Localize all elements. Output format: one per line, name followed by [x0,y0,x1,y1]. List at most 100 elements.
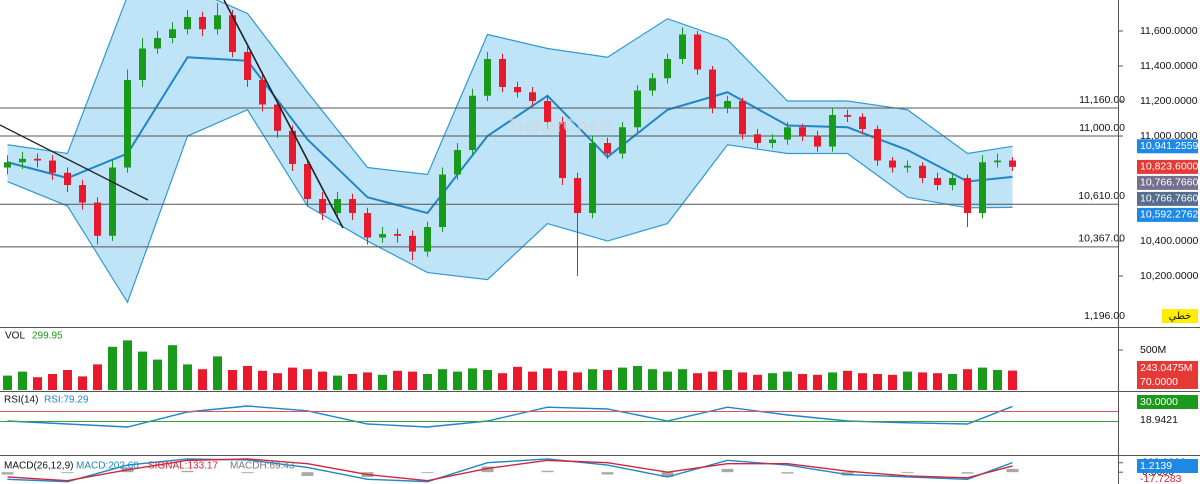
badge-label: 10,941.2559 [1140,140,1199,152]
volume-bar [468,368,477,390]
macd-histogram [841,472,854,476]
volume-bar [588,369,597,390]
volume-bar [738,372,747,390]
y-tick-label: 500M [1140,344,1166,356]
volume-bar [438,369,447,390]
y-tick-label: 11,400.0000 [1140,60,1198,72]
volume-bar [318,371,327,390]
mode-label[interactable]: خطي [1169,311,1192,322]
candle-body [169,29,176,38]
volume-bar [213,356,222,390]
candle-body [559,122,566,179]
candle-body [769,139,776,144]
y-tick-label: 11,200.0000 [1140,95,1198,107]
candle-body [664,58,671,79]
volume-bar [363,372,372,390]
volume-bar [1008,370,1017,390]
level-label: 10,610.00 [1078,190,1125,202]
watermark: TickerChart [507,116,613,137]
candle-body [19,158,26,163]
trend-line [223,0,344,229]
level-label: 11,160.00 [1079,94,1125,106]
volume-bar [948,374,957,390]
volume-bar [693,373,702,390]
volume-bar [708,371,717,390]
candle-body [634,90,641,128]
volume-bar [93,364,102,390]
candle-body [844,115,851,117]
value-badge [1137,395,1198,409]
volume-bar [798,374,807,390]
volume-bar [783,371,792,390]
macd-histogram [721,468,734,473]
volume-bar [918,372,927,390]
badge-label: 243.0475M [1140,362,1193,374]
volume-bar [573,372,582,390]
candle-body [499,58,506,88]
candle-body [919,165,926,179]
badge-label: -17.7283 [1140,473,1182,484]
volume-bar [528,371,537,390]
volume-bar [303,369,312,390]
candle-body [829,115,836,147]
badge-label: 1.2139 [1140,460,1172,472]
mode-badge[interactable] [1162,309,1198,323]
macd-histogram [541,470,554,473]
candle-body [469,95,476,151]
candle-body [889,160,896,168]
macd-header: MACD(26,12,9) [4,461,73,472]
macd-histogram [61,472,74,474]
footer-label: 1,196.00 [1084,310,1125,322]
badge-label: 30.0000 [1140,396,1178,408]
candle-body [109,167,116,236]
volume-bar [543,368,552,390]
candle-body [964,178,971,214]
volume-bar [273,373,282,390]
trend-line [0,124,149,201]
value-badge [1137,375,1198,389]
macd-histogram [241,472,254,474]
candle-body [424,227,431,252]
candle-body [259,79,266,105]
volume-bar [888,374,897,390]
volume-bar [858,373,867,390]
candle-body [739,101,746,135]
volume-bar [633,366,642,390]
macd-line [7,458,1013,483]
value-badge [1137,459,1198,473]
candle-body [814,136,821,147]
badge-label: 10,823.6000 [1140,161,1199,173]
candle-body [349,199,356,214]
candle-body [859,116,866,130]
volume-bar [648,369,657,390]
candle-body [604,143,611,154]
volume-bar [108,346,117,390]
volume-bar [123,340,132,390]
volume-bar [408,371,417,390]
candle-body [94,202,101,236]
candle-body [934,178,941,186]
volume-bar [48,374,57,390]
volume-bar [63,370,72,390]
macd-histogram [1006,468,1019,473]
candle-body [454,150,461,175]
candle-body [274,104,281,131]
volume-bar [243,366,252,390]
volume-bar [873,374,882,390]
band-lower [7,109,1013,304]
candle-body [319,199,326,214]
candle-body [619,127,626,154]
volume-bar [498,373,507,390]
volume-bar [153,359,162,390]
candle-body [904,165,911,168]
y-tick-label: 11,600.0000 [1140,25,1198,37]
candle-body [334,199,341,214]
y-tick-label: 10,400.0000 [1140,235,1199,247]
badge-label: 10,592.2762 [1140,209,1199,221]
value-badge [1137,207,1198,222]
candle-body [784,127,791,140]
macd-histogram [301,472,314,476]
level-label: 10,367.00 [1078,233,1125,245]
volume-bar [978,367,987,390]
